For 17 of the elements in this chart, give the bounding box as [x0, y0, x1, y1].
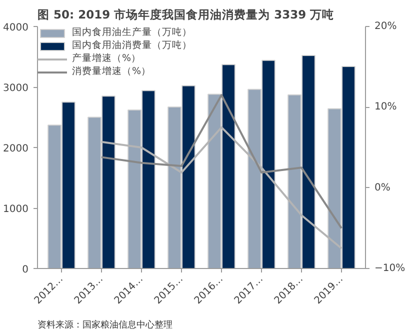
legend-label: 产量增速（%）	[72, 52, 142, 65]
legend-label: 消费量增速（%）	[72, 65, 152, 78]
y2-tick-label: 20%	[374, 21, 397, 32]
legend-label: 国内食用油生产量（万吨）	[72, 26, 192, 39]
line-series	[100, 126, 342, 250]
y-tick-label: 2000	[3, 144, 29, 154]
legend-label: 国内食用油消费量（万吨）	[72, 39, 192, 52]
y2-tick-label: −10%	[374, 263, 406, 274]
y-tick-label: 4000	[3, 22, 29, 34]
y2-tick-label: 0%	[374, 182, 390, 194]
chart-title: 图 50: 2019 市场年度我国食用油消费量为 3339 万吨	[38, 8, 334, 22]
y-tick-label: 3000	[3, 83, 29, 94]
y-tick-label: 0	[22, 264, 29, 276]
line-series	[100, 94, 342, 230]
y-tick-label: 1000	[3, 204, 29, 215]
y2-tick-label: 10%	[374, 102, 397, 113]
text: 资料来源：国家粮油信息中心整理	[38, 320, 172, 330]
